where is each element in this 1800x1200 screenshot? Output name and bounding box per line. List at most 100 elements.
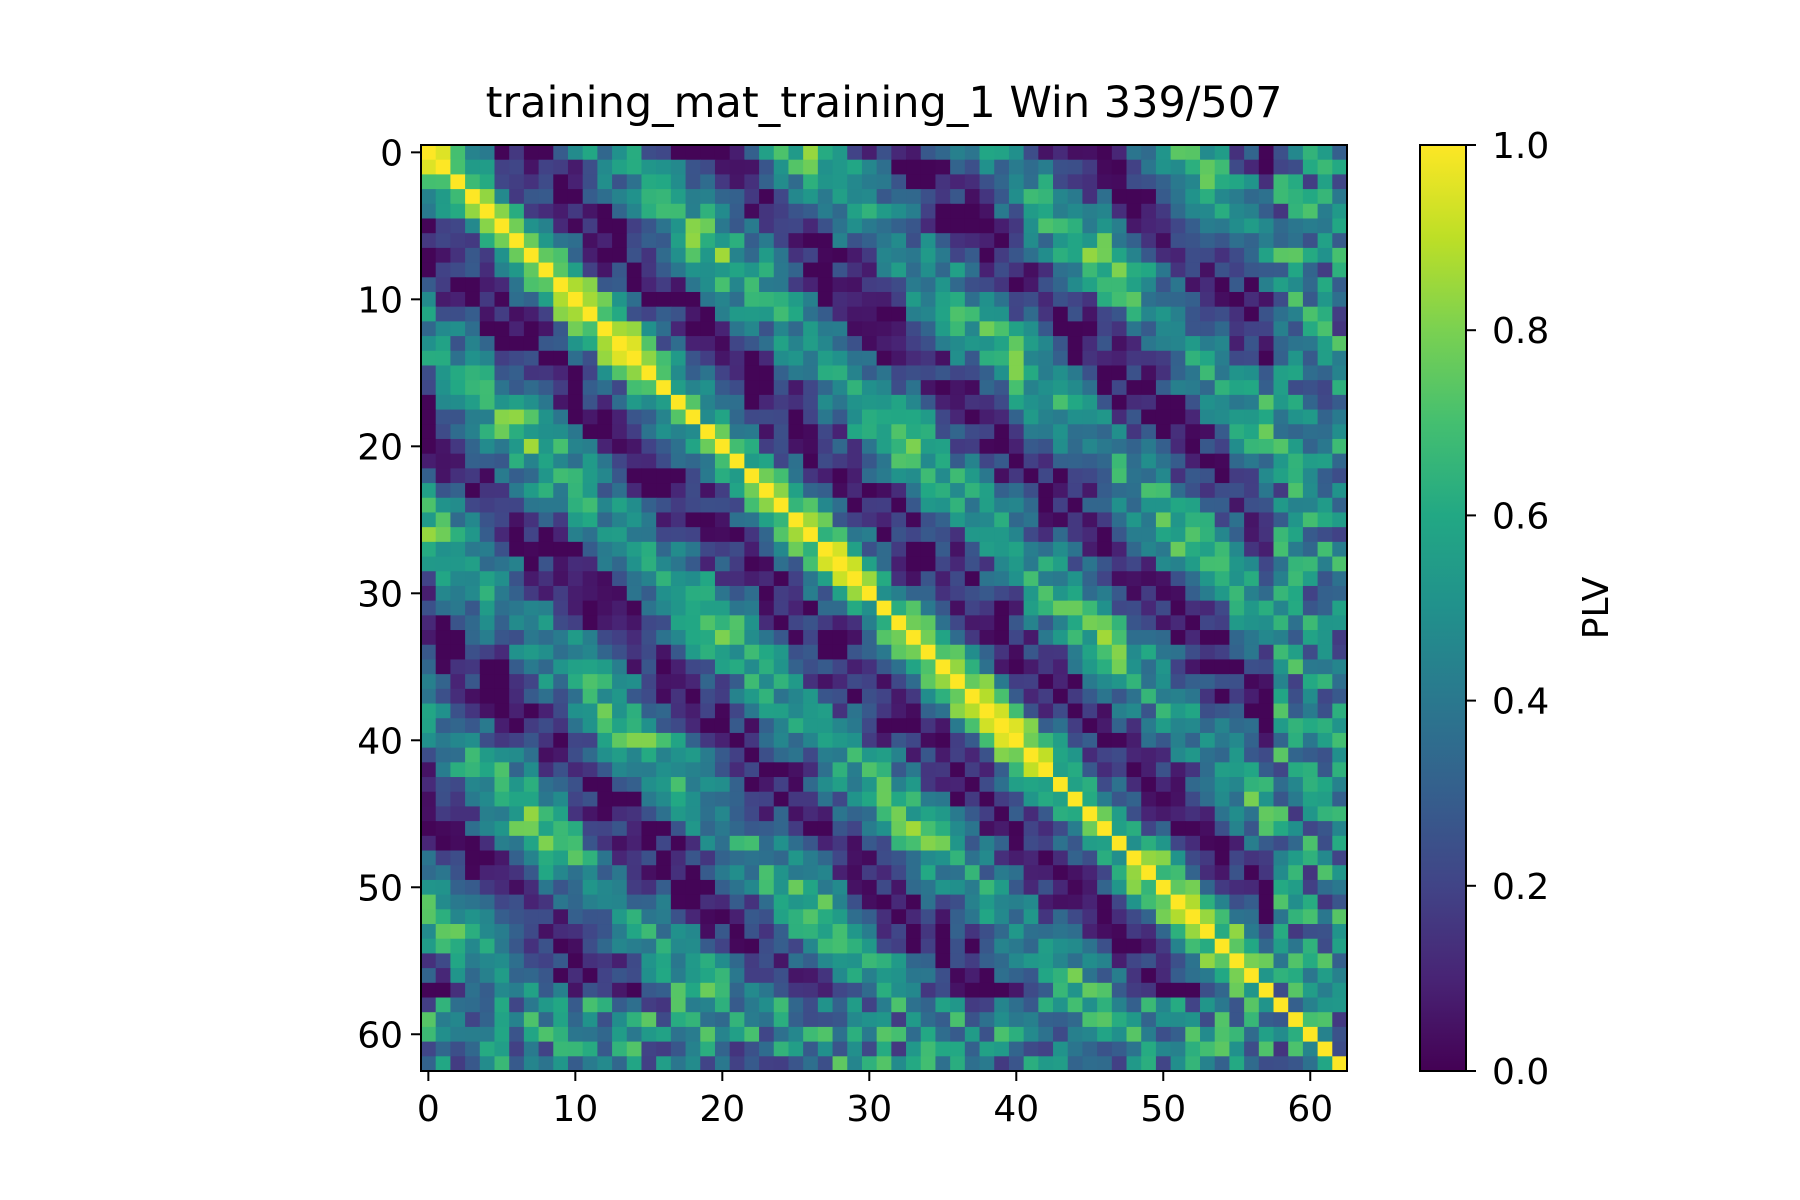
heatmap-cell	[1155, 777, 1172, 793]
heatmap-cell	[788, 380, 804, 396]
heatmap-cell	[1141, 527, 1157, 543]
heatmap-cell	[920, 497, 937, 514]
heatmap-cell	[1023, 674, 1039, 690]
heatmap-cell	[1082, 527, 1098, 543]
heatmap-cell	[1200, 615, 1216, 631]
heatmap-cell	[861, 189, 878, 205]
heatmap-cell	[714, 615, 731, 631]
heatmap-cell	[979, 674, 995, 690]
heatmap-cell	[421, 762, 437, 778]
heatmap-cell	[1185, 247, 1201, 264]
heatmap-cell	[626, 732, 643, 749]
heatmap-cell	[1111, 483, 1128, 499]
heatmap-cell	[773, 541, 790, 558]
heatmap-cell	[509, 233, 525, 249]
heatmap-cell	[523, 321, 540, 337]
heatmap-cell	[538, 835, 554, 852]
heatmap-cell	[759, 644, 775, 661]
heatmap-cell	[994, 350, 1010, 367]
heatmap-cell	[656, 703, 672, 719]
heatmap-cell	[597, 777, 613, 793]
heatmap-cell	[950, 527, 966, 543]
heatmap-cell	[509, 732, 525, 749]
heatmap-cell	[773, 174, 790, 190]
heatmap-cell	[1082, 409, 1098, 425]
heatmap-cell	[567, 585, 584, 602]
heatmap-cell	[1111, 512, 1128, 528]
heatmap-cell	[1185, 512, 1201, 528]
heatmap-cell	[641, 527, 657, 543]
heatmap-cell	[950, 365, 966, 381]
heatmap-cell	[685, 821, 701, 837]
heatmap-cell	[1170, 659, 1186, 675]
heatmap-cell	[1141, 277, 1157, 293]
heatmap-cell	[567, 291, 584, 308]
heatmap-cell	[670, 600, 687, 616]
heatmap-cell	[1053, 835, 1069, 852]
heatmap-cell	[523, 968, 540, 984]
heatmap-cell	[964, 953, 981, 969]
heatmap-cell	[685, 968, 701, 984]
heatmap-cell	[950, 806, 966, 822]
heatmap-cell	[979, 306, 995, 322]
heatmap-cell	[1244, 924, 1260, 940]
heatmap-cell	[656, 336, 672, 352]
heatmap-cell	[1067, 630, 1084, 646]
heatmap-cell	[1038, 1041, 1054, 1057]
heatmap-cell	[1302, 659, 1319, 675]
heatmap-cell	[1111, 659, 1128, 675]
heatmap-cell	[479, 997, 496, 1013]
heatmap-cell	[700, 615, 716, 631]
heatmap-cell	[641, 409, 657, 425]
heatmap-cell	[1023, 688, 1039, 705]
heatmap-cell	[1126, 203, 1142, 220]
heatmap-cell	[979, 644, 995, 661]
heatmap-cell	[509, 424, 525, 440]
heatmap-cell	[1038, 835, 1054, 852]
heatmap-cell	[685, 233, 701, 249]
heatmap-cell	[773, 512, 790, 528]
heatmap-cell	[582, 321, 598, 337]
heatmap-cell	[803, 262, 819, 278]
heatmap-cell	[1200, 262, 1216, 278]
heatmap-cell	[817, 938, 834, 955]
heatmap-cell	[1170, 247, 1186, 264]
heatmap-cell	[906, 218, 922, 234]
heatmap-cell	[612, 453, 628, 469]
heatmap-cell	[1244, 571, 1260, 587]
heatmap-cell	[1273, 380, 1289, 396]
heatmap-cell	[465, 380, 481, 396]
heatmap-cell	[1023, 394, 1039, 411]
heatmap-cell	[906, 321, 922, 337]
heatmap-cell	[788, 571, 804, 587]
heatmap-cell	[817, 262, 834, 278]
heatmap-cell	[1273, 791, 1289, 808]
heatmap-cell	[1170, 556, 1186, 572]
heatmap-cell	[876, 556, 892, 572]
heatmap-cell	[479, 512, 496, 528]
heatmap-cell	[788, 762, 804, 778]
heatmap-cell	[729, 821, 745, 837]
heatmap-cell	[773, 777, 790, 793]
heatmap-cell	[553, 909, 569, 925]
heatmap-cell	[891, 365, 907, 381]
heatmap-cell	[1067, 600, 1084, 616]
heatmap-cell	[509, 835, 525, 852]
heatmap-cell	[597, 659, 613, 675]
heatmap-cell	[641, 174, 657, 190]
heatmap-cell	[1288, 703, 1304, 719]
heatmap-cell	[950, 247, 966, 264]
heatmap-cell	[1111, 585, 1128, 602]
heatmap-cell	[1126, 571, 1142, 587]
heatmap-cell	[861, 365, 878, 381]
heatmap-cell	[597, 1056, 613, 1072]
heatmap-cell	[612, 850, 628, 866]
heatmap-cell	[1111, 1012, 1128, 1028]
heatmap-cell	[1258, 600, 1275, 616]
heatmap-cell	[1273, 1041, 1289, 1057]
heatmap-cell	[479, 703, 496, 719]
heatmap-cell	[788, 291, 804, 308]
heatmap-cell	[979, 982, 995, 999]
heatmap-cell	[685, 688, 701, 705]
heatmap-cell	[494, 777, 510, 793]
